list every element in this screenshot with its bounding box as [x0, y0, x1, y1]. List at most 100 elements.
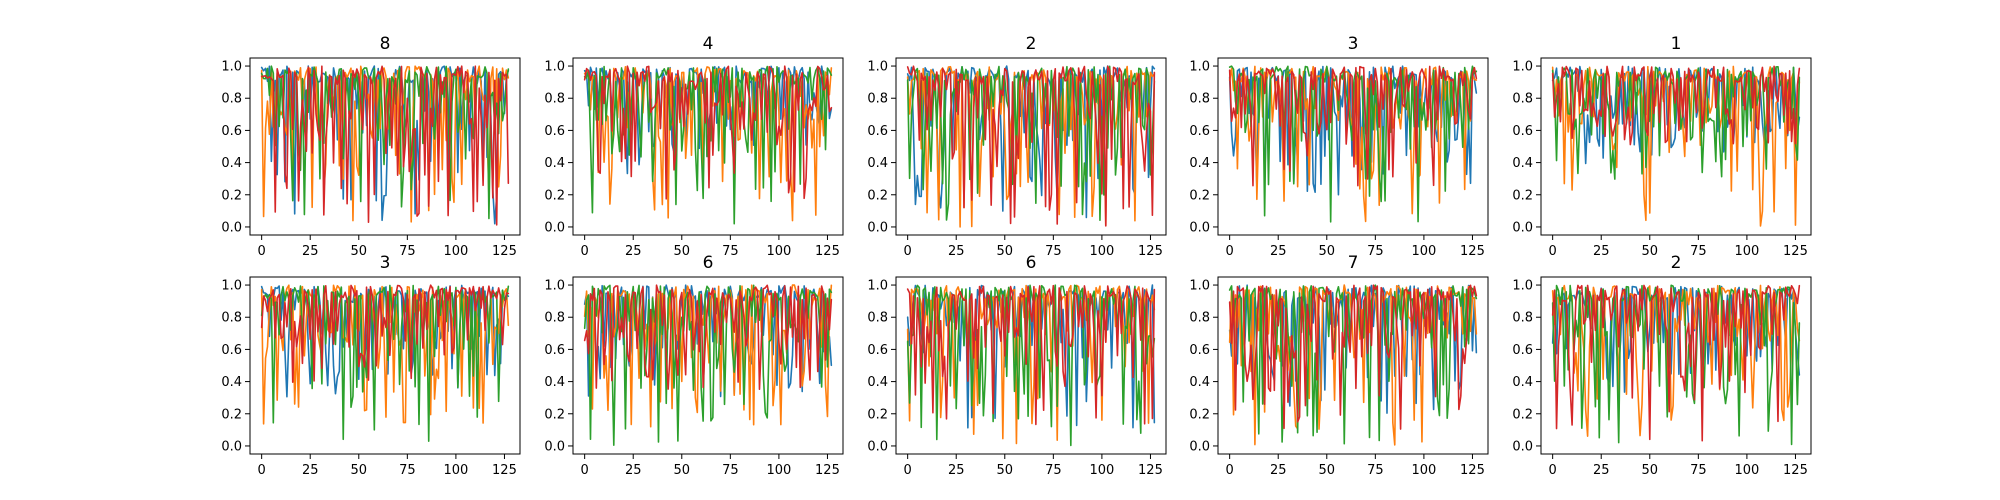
y-tick-label: 0.4 [1189, 375, 1210, 390]
axes-frame [249, 276, 521, 455]
x-tick-label: 75 [399, 244, 416, 259]
y-tick-label: 0.2 [867, 407, 888, 422]
subplot-7: 6 0 25 50 75 100 125 0.0 0.2 0.4 0.6 0.8 1.0 [544, 253, 844, 478]
y-tick-label: 1.0 [867, 60, 888, 75]
y-tick-label: 1.0 [221, 60, 242, 75]
y-tick-label: 0.4 [1512, 156, 1533, 171]
x-tick-label: 25 [948, 463, 965, 478]
y-tick-label: 0.6 [867, 124, 888, 139]
axes-frame [572, 57, 844, 236]
y-tick-label: 0.2 [867, 188, 888, 203]
x-tick-label: 50 [351, 463, 368, 478]
y-tick-label: 1.0 [1189, 279, 1210, 294]
y-tick-label: 0.4 [1189, 156, 1210, 171]
y-tick-label: 0.2 [1512, 188, 1533, 203]
panel-title: 4 [703, 34, 714, 54]
y-tick-label: 1.0 [1512, 279, 1533, 294]
x-tick-label: 100 [1089, 463, 1114, 478]
x-tick-label: 125 [492, 244, 517, 259]
subplot-1: 8 0 25 50 75 100 125 0.0 0.2 0.4 0.6 0.8 1.0 [221, 34, 521, 259]
y-tick-label: 0.6 [1189, 343, 1210, 358]
x-tick-label: 75 [399, 463, 416, 478]
y-tick-label: 0.4 [221, 375, 242, 390]
axes-frame [1217, 276, 1489, 455]
panel-title: 6 [1026, 253, 1037, 273]
y-tick-label: 1.0 [221, 279, 242, 294]
panel-title: 6 [703, 253, 714, 273]
x-tick-label: 25 [625, 244, 642, 259]
y-tick-label: 0.4 [1512, 375, 1533, 390]
x-tick-label: 75 [722, 463, 739, 478]
x-tick-label: 25 [1593, 463, 1610, 478]
y-tick-label: 0.2 [1512, 407, 1533, 422]
x-tick-label: 100 [766, 463, 791, 478]
series-4-line [260, 284, 510, 383]
axes-frame [1540, 57, 1812, 236]
y-tick-label: 0.6 [1189, 124, 1210, 139]
y-tick-label: 0.2 [221, 407, 242, 422]
x-tick-label: 50 [1642, 463, 1659, 478]
x-tick-label: 100 [1411, 244, 1436, 259]
x-tick-label: 100 [1734, 463, 1759, 478]
series-4-line [1228, 284, 1478, 430]
subplot-8: 6 0 25 50 75 100 125 0.0 0.2 0.4 0.6 0.8 1.0 [867, 253, 1167, 478]
y-tick-label: 0.8 [544, 311, 565, 326]
x-tick-label: 0 [904, 244, 912, 259]
x-tick-label: 75 [1367, 463, 1384, 478]
series-4-line [906, 65, 1156, 227]
series-4-line [906, 284, 1156, 426]
series-group [583, 284, 833, 446]
y-tick-label: 0.0 [221, 439, 242, 454]
x-tick-label: 50 [674, 463, 691, 478]
y-tick-label: 0.6 [867, 343, 888, 358]
y-tick-label: 0.4 [544, 156, 565, 171]
series-group [260, 65, 510, 226]
y-tick-label: 0.0 [1512, 439, 1533, 454]
x-tick-label: 25 [302, 244, 319, 259]
y-tick-label: 0.0 [221, 220, 242, 235]
x-tick-label: 25 [625, 463, 642, 478]
y-tick-label: 0.8 [1189, 92, 1210, 107]
y-tick-label: 1.0 [867, 279, 888, 294]
y-tick-label: 0.8 [221, 92, 242, 107]
x-tick-label: 125 [1460, 463, 1485, 478]
x-tick-label: 25 [1270, 463, 1287, 478]
series-4-line [1228, 65, 1478, 187]
x-tick-label: 125 [1138, 463, 1163, 478]
panel-title: 1 [1671, 34, 1682, 54]
y-tick-label: 0.0 [867, 220, 888, 235]
y-tick-label: 1.0 [1512, 60, 1533, 75]
x-tick-label: 125 [1783, 463, 1808, 478]
y-tick-label: 0.4 [867, 156, 888, 171]
series-group [260, 284, 510, 442]
series-4-line [260, 65, 510, 226]
x-tick-label: 75 [1045, 244, 1062, 259]
x-tick-label: 125 [1460, 244, 1485, 259]
x-tick-label: 0 [1549, 244, 1557, 259]
x-tick-label: 50 [997, 244, 1014, 259]
x-tick-label: 25 [1270, 244, 1287, 259]
x-tick-label: 25 [1593, 244, 1610, 259]
y-tick-label: 0.8 [1512, 311, 1533, 326]
y-tick-label: 0.0 [1189, 220, 1210, 235]
subplot-4: 3 0 25 50 75 100 125 0.0 0.2 0.4 0.6 0.8 1.0 [1189, 34, 1489, 259]
panel-title: 3 [1348, 34, 1359, 54]
x-tick-label: 0 [1226, 463, 1234, 478]
x-tick-label: 75 [722, 244, 739, 259]
panel-title: 2 [1026, 34, 1037, 54]
panel-title: 2 [1671, 253, 1682, 273]
series-group [1228, 65, 1478, 223]
x-tick-label: 50 [1642, 244, 1659, 259]
subplot-10: 2 0 25 50 75 100 125 0.0 0.2 0.4 0.6 0.8 1.0 [1512, 253, 1812, 478]
series-group [1551, 284, 1801, 446]
y-tick-label: 0.0 [867, 439, 888, 454]
x-tick-label: 100 [443, 244, 468, 259]
y-tick-label: 0.4 [867, 375, 888, 390]
x-tick-label: 100 [1411, 463, 1436, 478]
y-tick-label: 0.2 [1189, 188, 1210, 203]
x-tick-label: 0 [1549, 463, 1557, 478]
x-tick-label: 75 [1045, 463, 1062, 478]
subplot-6: 3 0 25 50 75 100 125 0.0 0.2 0.4 0.6 0.8 1.0 [221, 253, 521, 478]
x-tick-label: 50 [1319, 244, 1336, 259]
y-tick-label: 0.8 [1512, 92, 1533, 107]
